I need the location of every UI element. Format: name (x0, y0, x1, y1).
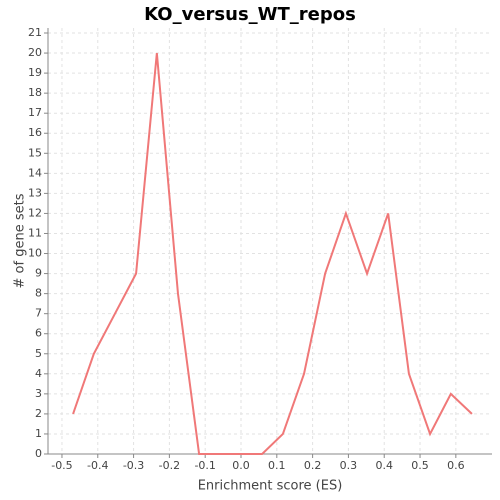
y-tick-label: 13 (28, 186, 42, 199)
y-tick-label: 14 (28, 166, 42, 179)
y-axis-label: # of gene sets (13, 193, 28, 288)
x-axis-label: Enrichment score (ES) (198, 479, 343, 494)
y-tick-label: 19 (28, 66, 42, 79)
y-tick-label: 16 (28, 126, 42, 139)
y-tick-label: 2 (35, 407, 42, 420)
y-tick-label: 6 (35, 327, 42, 340)
x-tick-label: -0.5 (51, 459, 72, 472)
x-tick-label: 0.5 (411, 459, 429, 472)
x-tick-label: 0.1 (268, 459, 286, 472)
data-line (72, 52, 473, 455)
y-tick-label: 3 (35, 387, 42, 400)
x-tick-label: 0.0 (232, 459, 250, 472)
y-tick-label: 0 (35, 447, 42, 460)
x-tick-label: 0.4 (375, 459, 393, 472)
x-tick-label: -0.1 (194, 459, 215, 472)
y-tick-label: 18 (28, 86, 42, 99)
x-tick-label: -0.4 (87, 459, 108, 472)
y-tick-label: 12 (28, 206, 42, 219)
y-tick-label: 7 (35, 307, 42, 320)
y-tick-label: 8 (35, 287, 42, 300)
y-tick-label: 4 (35, 367, 42, 380)
y-tick-label: 5 (35, 347, 42, 360)
y-tick-label: 10 (28, 247, 42, 260)
x-tick-label: -0.3 (123, 459, 144, 472)
y-tick-label: 11 (28, 226, 42, 239)
y-tick-label: 21 (28, 26, 42, 39)
y-tick-label: 20 (28, 46, 42, 59)
x-tick-label: 0.2 (304, 459, 322, 472)
chart-title: KO_versus_WT_repos (144, 4, 356, 25)
y-tick-label: 9 (35, 267, 42, 280)
x-tick-label: 0.3 (340, 459, 358, 472)
y-tick-label: 1 (35, 427, 42, 440)
x-tick-label: 0.6 (447, 459, 465, 472)
x-tick-label: -0.2 (159, 459, 180, 472)
y-tick-label: 15 (28, 146, 42, 159)
y-tick-label: 17 (28, 106, 42, 119)
